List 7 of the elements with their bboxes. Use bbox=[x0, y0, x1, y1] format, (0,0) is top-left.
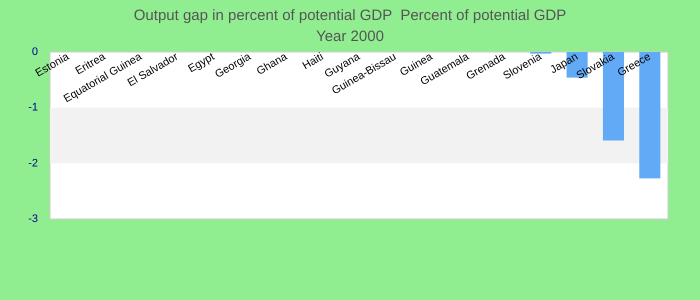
chart-title: Output gap in percent of potential GDP Percent of potential GDP bbox=[134, 7, 566, 24]
chart-subtitle: Year 2000 bbox=[316, 28, 384, 45]
y-tick-label: 0 bbox=[32, 46, 38, 58]
y-tick-label: -1 bbox=[28, 102, 38, 114]
y-tick-label: -3 bbox=[28, 213, 38, 225]
y-tick-label: -2 bbox=[28, 157, 38, 170]
x-tick-label: Haiti bbox=[300, 50, 326, 72]
